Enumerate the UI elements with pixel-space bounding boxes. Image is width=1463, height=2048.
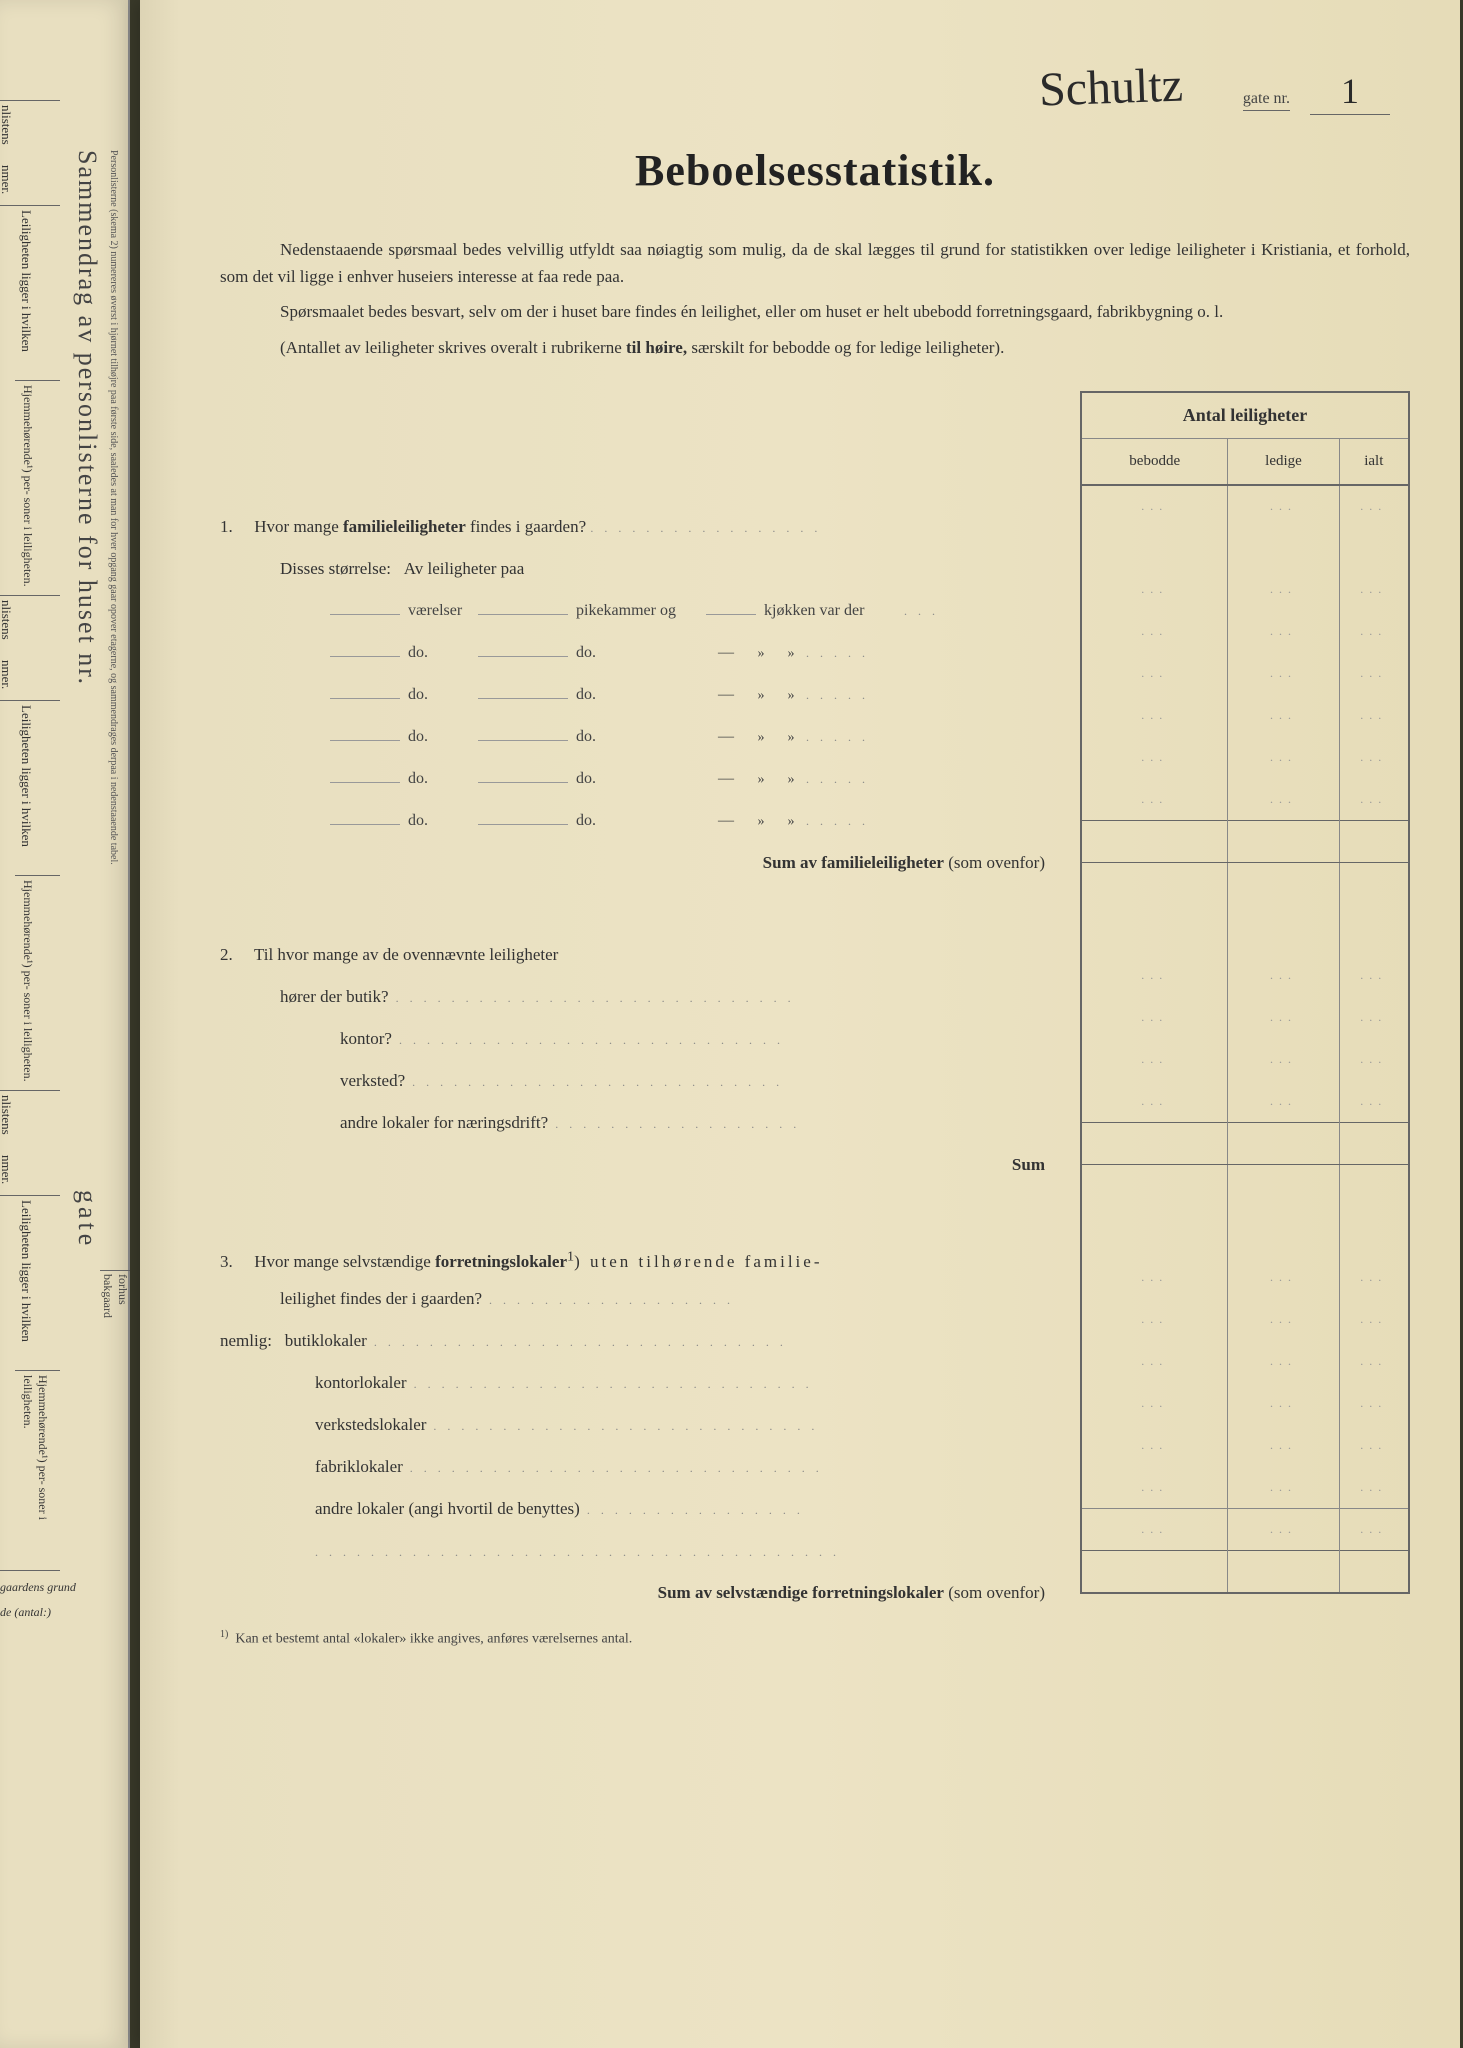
q2-verksted: verksted? . . . . . . . . . . . . . . . … — [220, 1060, 1060, 1102]
table-row: ......... — [1081, 653, 1409, 695]
table-row: ......... — [1081, 695, 1409, 737]
table-row: ......... — [1081, 1509, 1409, 1551]
q1-row-do-3: do. do. —»» . . . . . — [220, 716, 1060, 758]
q2-andre: andre lokaler for næringsdrift? . . . . … — [220, 1102, 1060, 1144]
footnote: 1) Kan et bestemt antal «lokaler» ikke a… — [220, 1629, 1410, 1648]
gate-vertical: gate — [72, 1190, 102, 1249]
left-small-note: Personlisterne (skema 2) numereres øvers… — [108, 150, 119, 865]
table-sum-row — [1081, 821, 1409, 863]
table-row: ......... — [1081, 569, 1409, 611]
table-row: ......... — [1081, 1341, 1409, 1383]
col-ledige: ledige — [1228, 438, 1339, 485]
left-bottom-1: gaardens grund — [0, 1580, 76, 1595]
q3-sum: Sum av selvstændige forretningslokaler (… — [220, 1572, 1060, 1614]
table-column: Antal leiligheter bebodde ledige ialt ..… — [1080, 391, 1410, 1614]
q1-row-do-4: do. do. —»» . . . . . — [220, 758, 1060, 800]
q1-sum: Sum av familieleiligheter (som ovenfor) — [220, 842, 1060, 884]
table-row — [1081, 913, 1409, 955]
q3-blank: . . . . . . . . . . . . . . . . . . . . … — [220, 1530, 1060, 1572]
q3-line2: leilighet findes der i gaarden? . . . . … — [220, 1278, 1060, 1320]
table-row: ......... — [1081, 1299, 1409, 1341]
col-bebodde: bebodde — [1081, 438, 1228, 485]
q1-row-do-1: do. do. —»» . . . . . — [220, 632, 1060, 674]
q3-verksted: verkstedslokaler . . . . . . . . . . . .… — [220, 1404, 1060, 1446]
q2-sum: Sum — [220, 1144, 1060, 1186]
table-row — [1081, 527, 1409, 569]
table-row: ......... — [1081, 1257, 1409, 1299]
table-row: ......... — [1081, 1467, 1409, 1509]
q3-kontor: kontorlokaler . . . . . . . . . . . . . … — [220, 1362, 1060, 1404]
q1-row-first: værelser pikekammer og kjøkken var der .… — [220, 590, 1060, 632]
table-row: ......... — [1081, 1039, 1409, 1081]
col-ialt: ialt — [1339, 438, 1409, 485]
table-row: ......... — [1081, 1383, 1409, 1425]
intro-para-2: Spørsmaalet bedes besvart, selv om der i… — [220, 298, 1410, 325]
questions-column: 1. Hvor mange familieleiligheter findes … — [220, 391, 1080, 1614]
q1-row-do-2: do. do. —»» . . . . . — [220, 674, 1060, 716]
table-row: ......... — [1081, 955, 1409, 997]
q3-butik: nemlig: butiklokaler . . . . . . . . . .… — [220, 1320, 1060, 1362]
top-header: Schultz gate nr. 1 — [220, 60, 1410, 115]
table-row: ......... — [1081, 1081, 1409, 1123]
q3-line1: 3. Hvor mange selvstændige forretningslo… — [220, 1236, 1060, 1278]
table-gap — [1081, 863, 1409, 913]
q1-line: 1. Hvor mange familieleiligheter findes … — [220, 506, 1060, 548]
table-row — [1081, 1215, 1409, 1257]
left-page-content: Sammendrag av personlisterne for huset n… — [0, 50, 130, 1570]
main-title: Beboelsesstatistik. — [220, 145, 1410, 196]
q3-fabrik: fabriklokaler . . . . . . . . . . . . . … — [220, 1446, 1060, 1488]
q1-row-do-5: do. do. —»» . . . . . — [220, 800, 1060, 842]
table-row: ......... — [1081, 779, 1409, 821]
table-row: ......... — [1081, 1425, 1409, 1467]
table-row: ......... — [1081, 611, 1409, 653]
table-row: ......... — [1081, 997, 1409, 1039]
q3-andre: andre lokaler (angi hvortil de benyttes)… — [220, 1488, 1060, 1530]
forhus-vertical: forhus bakgaard — [100, 1270, 130, 1318]
gate-nr-value: 1 — [1310, 70, 1390, 115]
content-wrapper: 1. Hvor mange familieleiligheter findes … — [220, 391, 1410, 1614]
table-row: ......... — [1081, 485, 1409, 527]
table-row: ......... — [1081, 737, 1409, 779]
intro-para-1: Nedenstaaende spørsmaal bedes velvillig … — [220, 236, 1410, 290]
table-final-sum — [1081, 1551, 1409, 1593]
left-bottom-2: de (antal:) — [0, 1605, 51, 1620]
q2-kontor: kontor? . . . . . . . . . . . . . . . . … — [220, 1018, 1060, 1060]
left-heading: Sammendrag av personlisterne for huset n… — [72, 150, 102, 686]
antal-table: Antal leiligheter bebodde ledige ialt ..… — [1080, 391, 1410, 1594]
handwritten-street: Schultz — [1038, 58, 1184, 118]
gate-nr-label: gate nr. — [1243, 90, 1290, 111]
table-header-main: Antal leiligheter — [1081, 392, 1409, 439]
q2-line: 2. Til hvor mange av de ovennævnte leili… — [220, 934, 1060, 976]
table-gap — [1081, 1165, 1409, 1215]
q2-butik: hører der butik? . . . . . . . . . . . .… — [220, 976, 1060, 1018]
intro-para-3: (Antallet av leiligheter skrives overalt… — [220, 334, 1410, 361]
table-sum-row — [1081, 1123, 1409, 1165]
q1-disses: Disses størrelse: Av leiligheter paa — [220, 548, 1060, 590]
main-page: Schultz gate nr. 1 Beboelsesstatistik. N… — [140, 0, 1460, 2048]
left-page-fragment: Sammendrag av personlisterne for huset n… — [0, 0, 130, 2048]
